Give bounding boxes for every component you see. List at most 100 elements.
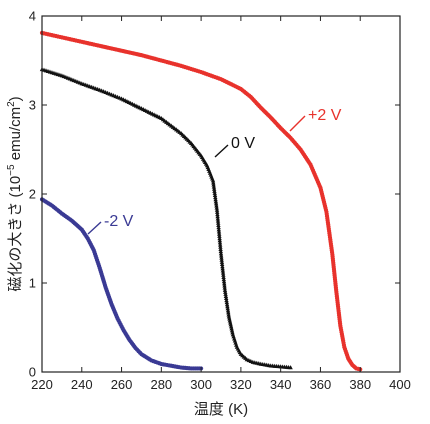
data-point — [223, 289, 228, 294]
series-label-leader — [289, 115, 306, 132]
y-axis-title-end: ) — [7, 96, 24, 101]
series-label: +2 V — [308, 107, 342, 124]
data-point — [213, 201, 219, 206]
data-point — [216, 229, 222, 234]
data-point — [224, 302, 230, 307]
data-point — [218, 251, 224, 256]
data-point — [221, 272, 226, 277]
y-tick-label: 0 — [29, 365, 36, 380]
data-point — [210, 178, 216, 183]
data-point — [228, 322, 233, 327]
data-point — [223, 291, 228, 296]
series-label-leader — [214, 144, 229, 158]
x-tick-label: 220 — [31, 377, 53, 392]
data-point — [219, 257, 224, 262]
data-point — [221, 279, 227, 284]
data-point — [288, 365, 293, 370]
y-axis-title: 磁化の大きさ (10−5 emu/cm2) — [6, 96, 24, 291]
data-point — [223, 293, 229, 298]
data-point — [213, 195, 218, 200]
data-point — [227, 318, 233, 323]
data-point — [214, 205, 219, 210]
y-axis-title-square: 2 — [6, 101, 17, 107]
series-label: -2 V — [104, 213, 134, 230]
data-point — [222, 281, 227, 286]
data-point — [220, 266, 225, 271]
x-tick-label: 300 — [190, 377, 212, 392]
data-point — [224, 297, 229, 303]
data-point — [212, 190, 217, 195]
plot-frame — [41, 15, 401, 373]
data-point — [226, 314, 232, 319]
data-point — [219, 261, 225, 267]
x-tick-label: 280 — [150, 377, 172, 392]
data-point — [212, 188, 217, 193]
data-point — [228, 324, 234, 329]
data-point — [215, 211, 220, 217]
x-tick-label: 240 — [71, 377, 93, 392]
data-point — [218, 249, 224, 254]
data-point — [218, 242, 223, 247]
data-point — [227, 316, 232, 321]
series-label: 0 V — [231, 135, 255, 152]
x-tick-label: 260 — [111, 377, 133, 392]
data-point — [218, 244, 223, 249]
data-point — [228, 320, 233, 325]
y-tick-label: 1 — [29, 276, 36, 291]
x-tick-label: 400 — [389, 377, 411, 392]
x-tick-label: 320 — [230, 377, 252, 392]
data-point — [226, 312, 231, 317]
data-point — [211, 180, 216, 185]
data-point — [218, 246, 223, 251]
data-point — [216, 220, 221, 225]
data-point — [222, 283, 227, 288]
data-point — [217, 235, 222, 241]
data-point — [215, 214, 220, 219]
data-point — [213, 197, 218, 202]
data-point — [216, 227, 222, 232]
data-point — [212, 192, 218, 198]
data-point — [222, 287, 228, 292]
data-point — [217, 238, 223, 243]
series-0 — [39, 30, 363, 372]
data-point — [225, 308, 231, 313]
data-point — [216, 222, 221, 227]
data-point — [219, 259, 225, 264]
data-point — [220, 264, 225, 269]
data-point — [229, 326, 234, 331]
series-labels: +2 V 0 V -2 V — [87, 107, 342, 235]
data-point — [220, 270, 226, 275]
data-point — [215, 216, 221, 221]
data-point — [216, 225, 221, 230]
data-point — [222, 285, 227, 290]
data-point — [211, 182, 216, 187]
data-point — [217, 231, 222, 236]
x-tick-label: 380 — [349, 377, 371, 392]
data-point — [226, 310, 231, 315]
data-point — [219, 253, 224, 258]
data-point — [230, 330, 235, 335]
x-tick-label: 360 — [310, 377, 332, 392]
data-point — [213, 199, 219, 204]
y-tick-label: 4 — [29, 9, 36, 24]
y-tick-label: 2 — [29, 187, 36, 202]
data-point — [215, 218, 221, 223]
data-point — [220, 268, 226, 273]
x-tick-label: 340 — [270, 377, 292, 392]
series-layer — [39, 30, 363, 372]
data-point — [224, 300, 230, 305]
x-axis-title: 温度 (K) — [194, 401, 248, 418]
data-point — [225, 306, 230, 311]
data-point — [217, 233, 222, 238]
data-point — [214, 207, 220, 212]
data-point — [221, 274, 226, 279]
series-1 — [39, 67, 293, 370]
data-point — [211, 184, 217, 189]
series-label-leader — [87, 221, 102, 235]
y-tick-label: 3 — [29, 98, 36, 113]
data-point — [225, 304, 230, 309]
data-point — [219, 255, 224, 260]
data-point — [214, 203, 219, 208]
data-point — [221, 276, 227, 282]
